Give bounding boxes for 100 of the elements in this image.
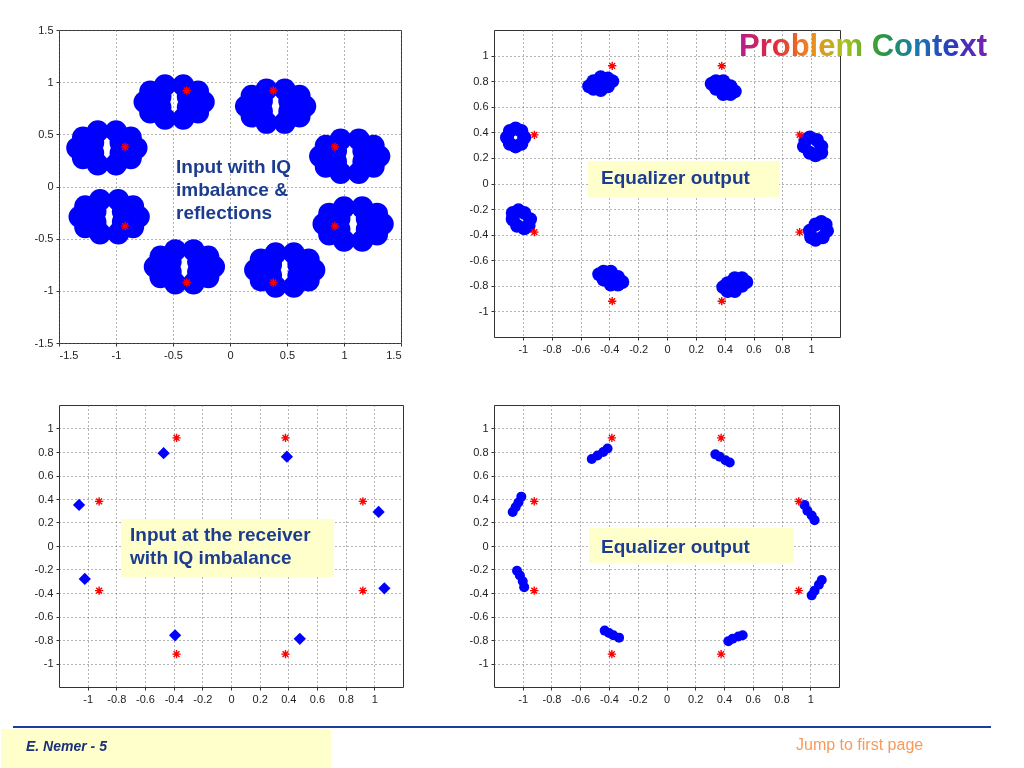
x-tick-label: -0.2 (193, 692, 213, 705)
y-tick-label: -1 (478, 304, 489, 317)
point (816, 575, 827, 586)
y-tick-label: 0.6 (38, 469, 54, 481)
annotation: Equalizer output (601, 536, 751, 557)
x-tick-label: 0.8 (338, 692, 354, 705)
point (293, 632, 306, 645)
point (529, 496, 540, 507)
x-tick-label: 1 (341, 348, 348, 361)
x-tick-label: -1 (111, 348, 122, 361)
x-tick-label: 0.5 (279, 348, 296, 361)
y-tick-label: 0.4 (473, 125, 489, 138)
point (607, 60, 618, 71)
y-tick-label: -0.4 (469, 228, 489, 241)
point (94, 585, 105, 596)
annotation: Equalizer output (601, 167, 751, 188)
point (716, 296, 727, 307)
point (280, 433, 291, 443)
point (171, 433, 182, 443)
annotation: Input with IQ imbalance & reflections (176, 156, 292, 223)
point (794, 227, 805, 237)
x-tick-label: -1 (518, 692, 529, 705)
y-tick-label: 0.2 (473, 516, 489, 528)
y-tick-label: -0.2 (34, 563, 54, 575)
y-tick-label: -0.5 (34, 232, 54, 245)
x-tick-label: -0.6 (136, 692, 155, 705)
x-tick-label: -0.2 (629, 342, 649, 355)
y-tick-label: 0.5 (38, 127, 54, 140)
x-tick-label: 0 (664, 342, 671, 355)
x-tick-label: 0.6 (309, 692, 326, 705)
y-tick-label: 0 (47, 180, 54, 192)
x-tick-label: -0.4 (164, 692, 184, 705)
point (606, 649, 617, 659)
x-tick-label: -0.8 (107, 692, 127, 705)
y-tick-label: 0.4 (473, 492, 489, 505)
x-tick-label: 0.2 (688, 692, 704, 705)
y-tick-label: -1 (478, 657, 489, 669)
x-tick-label: -0.8 (542, 342, 562, 355)
y-tick-label: 1 (47, 422, 54, 434)
point (793, 496, 804, 507)
point (614, 632, 625, 643)
point (716, 433, 727, 443)
x-tick-label: 1 (808, 342, 815, 355)
point (529, 585, 540, 596)
x-tick-label: -0.6 (571, 342, 591, 355)
point (793, 585, 804, 596)
annotation: Input at the receiver with IQ imbalance (129, 524, 312, 568)
point (168, 629, 182, 642)
y-tick-label: 0.6 (473, 469, 489, 481)
point (78, 572, 91, 586)
y-tick-label: -1 (43, 284, 54, 297)
point (280, 649, 291, 659)
point (516, 491, 527, 502)
y-tick-label: -0.2 (469, 202, 489, 215)
point (280, 450, 294, 463)
point (724, 457, 735, 468)
y-tick-label: 1 (482, 49, 489, 62)
y-tick-label: 0 (482, 539, 489, 552)
x-tick-label: 0.6 (746, 342, 762, 355)
x-tick-label: 0.4 (717, 342, 733, 355)
x-tick-label: -0.5 (164, 348, 183, 361)
y-tick-label: -0.6 (469, 610, 489, 622)
point (809, 515, 820, 526)
x-tick-label: 0.2 (688, 342, 704, 355)
y-tick-label: -0.6 (34, 610, 54, 622)
y-tick-label: 0 (482, 177, 489, 189)
point (378, 582, 391, 595)
point (357, 585, 368, 596)
point (357, 496, 368, 507)
point (529, 227, 540, 237)
y-tick-label: -0.8 (469, 633, 489, 646)
x-tick-label: -1 (83, 692, 94, 705)
point (72, 498, 86, 511)
x-tick-label: 0.8 (774, 692, 790, 705)
x-tick-label: 0.6 (745, 692, 761, 705)
x-tick-label: -0.6 (571, 692, 591, 705)
y-tick-label: -0.6 (469, 253, 489, 266)
x-tick-label: 0 (663, 692, 671, 705)
point (529, 130, 540, 140)
y-tick-label: 0 (47, 539, 54, 552)
point (716, 649, 727, 659)
x-tick-label: -1.5 (59, 348, 79, 361)
x-tick-label: 1 (371, 692, 378, 705)
point (716, 60, 727, 71)
point (794, 130, 805, 140)
text: Jump to first page (796, 736, 924, 753)
point (602, 443, 613, 454)
x-tick-label: -1 (518, 342, 529, 355)
x-tick-label: -0.4 (600, 692, 619, 705)
y-tick-label: 0.2 (473, 151, 489, 164)
y-tick-label: -1 (43, 657, 54, 669)
x-tick-label: 0.2 (252, 692, 268, 705)
point (157, 447, 170, 460)
y-tick-label: 0.8 (473, 445, 489, 458)
y-tick-label: 0.8 (473, 74, 489, 87)
y-tick-label: 0.8 (38, 445, 54, 458)
point (606, 433, 617, 443)
x-tick-label: 0 (227, 348, 234, 361)
x-tick-label: 0.4 (281, 692, 297, 705)
point (607, 296, 618, 307)
